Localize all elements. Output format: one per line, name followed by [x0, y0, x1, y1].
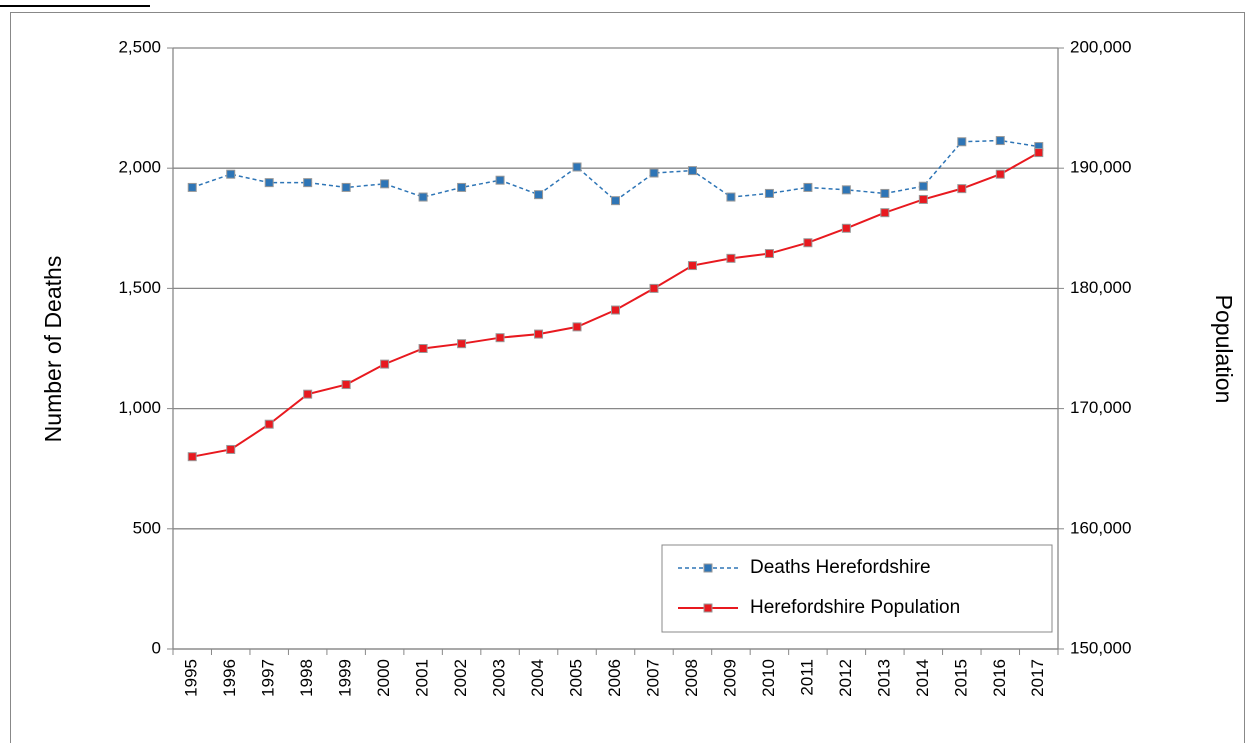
x-tick-label: 2006: [605, 659, 624, 697]
y2-tick-label: 170,000: [1070, 398, 1131, 417]
legend-marker: [703, 563, 713, 573]
x-tick-label: 2004: [528, 659, 547, 697]
series-marker: [649, 283, 659, 293]
series-marker: [957, 184, 967, 194]
series-marker: [611, 196, 620, 206]
x-tick-label: 1999: [336, 659, 355, 697]
series-marker: [726, 192, 736, 202]
series-marker: [303, 389, 313, 399]
y-tick-label: 2,000: [118, 158, 161, 177]
series-marker: [264, 419, 274, 429]
series-marker: [264, 178, 274, 188]
y-axis-title: Number of Deaths: [40, 256, 66, 443]
series-marker: [918, 194, 928, 204]
legend-marker: [703, 603, 713, 613]
series-marker: [534, 190, 544, 200]
series-marker: [687, 261, 697, 271]
series-marker: [880, 188, 890, 198]
x-tick-label: 2002: [451, 659, 470, 697]
x-tick-label: 2011: [797, 659, 816, 696]
x-tick-label: 2014: [913, 659, 932, 697]
series-marker: [995, 136, 1005, 146]
x-tick-label: 2009: [720, 659, 739, 697]
x-tick-label: 2000: [374, 659, 393, 697]
series-line: [191, 139, 1039, 202]
legend-label: Deaths Herefordshire: [750, 557, 931, 578]
y2-tick-label: 180,000: [1070, 278, 1131, 297]
series-marker: [187, 452, 197, 462]
x-tick-label: 2017: [1028, 659, 1047, 697]
series-marker: [226, 169, 236, 179]
series-marker: [418, 192, 428, 202]
x-tick-label: 1997: [259, 659, 278, 697]
series-marker: [495, 175, 505, 185]
x-tick-label: 1998: [297, 659, 316, 697]
series-marker: [187, 182, 197, 192]
series-marker: [380, 179, 390, 189]
x-tick-label: 2010: [759, 659, 778, 697]
series-marker: [457, 182, 467, 192]
series-marker: [803, 182, 813, 192]
x-tick-label: 2003: [490, 659, 509, 697]
y2-tick-label: 200,000: [1070, 37, 1131, 56]
y-tick-label: 0: [152, 638, 161, 657]
legend-box: [661, 544, 1053, 633]
series-marker: [726, 253, 736, 263]
x-tick-label: 2012: [836, 659, 855, 697]
series-marker: [457, 339, 467, 349]
x-tick-label: 2016: [990, 659, 1009, 697]
series-marker: [649, 168, 659, 178]
y-tick-label: 2,500: [118, 37, 161, 56]
series-marker: [918, 181, 928, 191]
series-marker: [1034, 148, 1044, 158]
y2-tick-label: 190,000: [1070, 158, 1131, 177]
y-tick-label: 500: [133, 518, 161, 537]
series-marker: [341, 182, 351, 192]
series-marker: [687, 166, 697, 176]
series-marker: [572, 322, 582, 332]
series-marker: [226, 444, 236, 454]
y-tick-label: 1,000: [118, 398, 161, 417]
x-tick-label: 2013: [874, 659, 893, 697]
x-tick-label: 2008: [682, 659, 701, 697]
x-tick-label: 2005: [567, 659, 586, 697]
series-marker: [995, 169, 1005, 179]
series-marker: [572, 162, 582, 172]
series-marker: [841, 223, 851, 233]
series-marker: [764, 249, 774, 259]
series-marker: [380, 359, 390, 369]
series-marker: [534, 329, 544, 339]
series-marker: [303, 178, 313, 188]
x-tick-label: 2007: [643, 659, 662, 697]
series-marker: [418, 344, 428, 353]
x-tick-label: 2015: [951, 659, 970, 697]
x-tick-label: 1995: [182, 659, 201, 697]
y-tick-label: 1,500: [118, 278, 161, 297]
x-tick-label: 2001: [413, 659, 432, 697]
series-marker: [841, 185, 851, 195]
legend-label: Herefordshire Population: [750, 597, 960, 618]
series-marker: [341, 380, 351, 390]
series-marker: [611, 305, 620, 315]
y2-tick-label: 160,000: [1070, 518, 1131, 537]
chart-frame: [10, 12, 1245, 743]
y2-tick-label: 150,000: [1070, 638, 1131, 657]
series-marker: [957, 137, 967, 147]
series-marker: [803, 238, 813, 248]
series-marker: [495, 333, 505, 343]
series-marker: [764, 188, 774, 198]
series-marker: [880, 208, 890, 218]
x-tick-label: 1996: [220, 659, 239, 697]
y2-axis-title: Population: [1211, 295, 1237, 404]
